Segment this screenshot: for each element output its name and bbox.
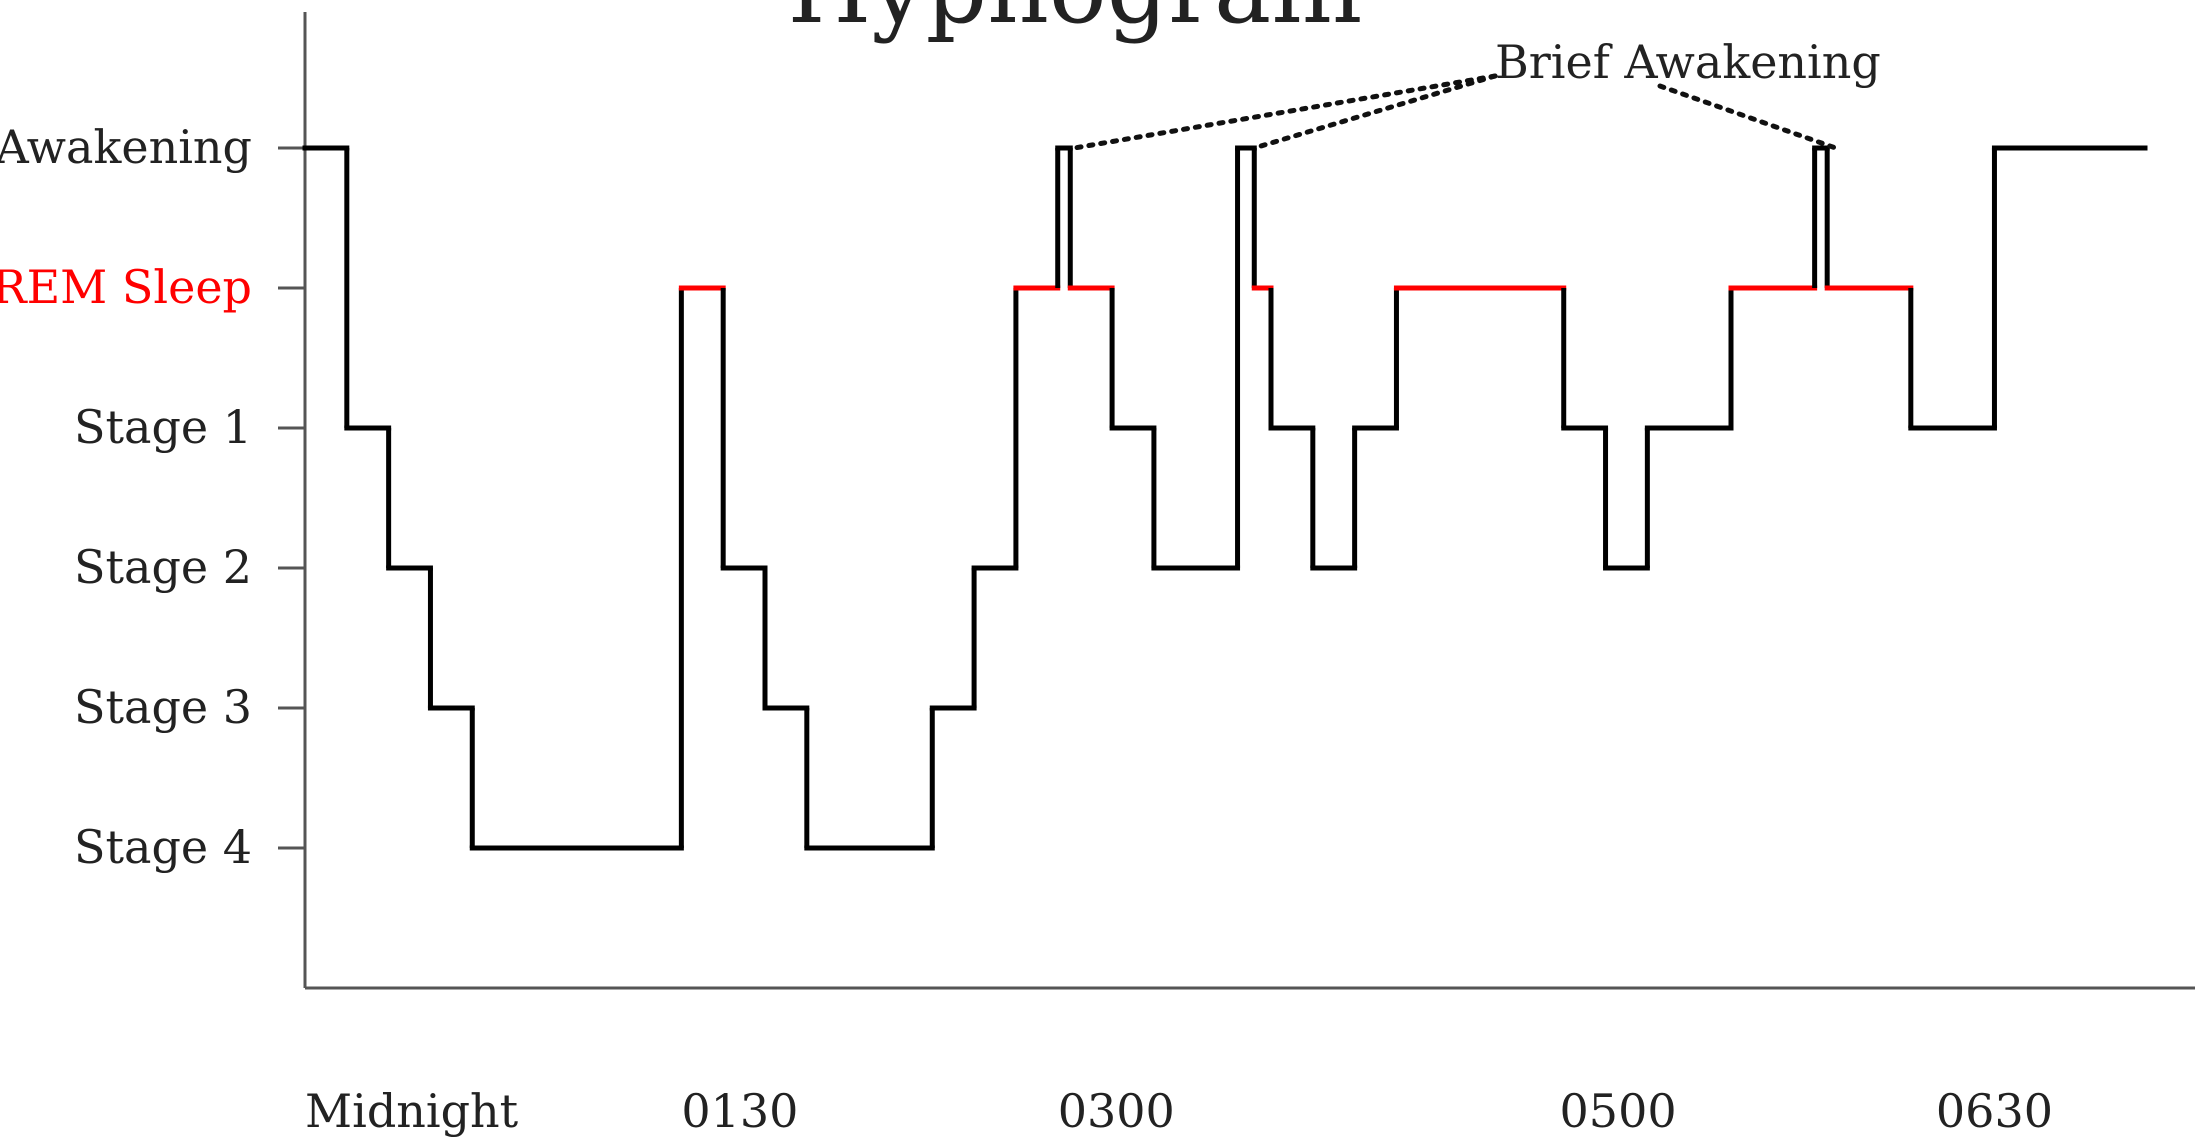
y-tick-label: Awakening: [0, 120, 252, 174]
y-axis-ticks: Awakening REM Sleep Stage 1 Stage 2 Stage 3 S…: [0, 120, 305, 874]
annotation-pointer: [1071, 73, 1498, 151]
x-axis-ticks: Midnight 0130 0300 0500 0630: [305, 1084, 2053, 1138]
hypnogram-series: [302, 145, 2148, 851]
y-tick-label: Stage 3: [74, 680, 252, 734]
annotation-label: Brief Awakening: [1495, 35, 1881, 89]
y-tick-label: REM Sleep: [0, 260, 252, 314]
x-tick-label: 0300: [1058, 1084, 1175, 1138]
brief-awakening-annotation: Brief Awakening: [1071, 35, 1881, 151]
y-tick-label: Stage 4: [74, 820, 252, 874]
chart-title: Hypnogram: [788, 0, 1363, 45]
annotation-pointer: [1657, 83, 1839, 151]
annotation-pointer: [1251, 73, 1498, 151]
x-tick-label: Midnight: [305, 1084, 519, 1138]
y-tick-label: Stage 2: [74, 540, 252, 594]
x-tick-label: 0500: [1560, 1084, 1677, 1138]
x-tick-label: 0130: [681, 1084, 798, 1138]
y-tick-label: Stage 1: [74, 400, 252, 454]
x-tick-label: 0630: [1936, 1084, 2053, 1138]
